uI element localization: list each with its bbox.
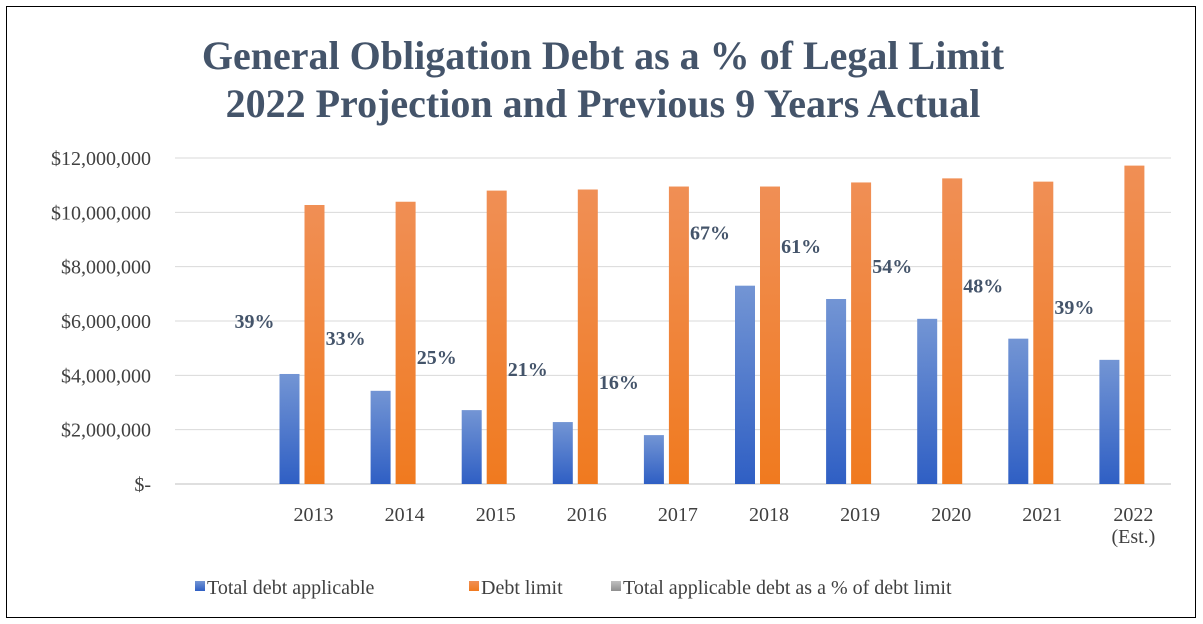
chart-frame: General Obligation Debt as a % of Legal …: [6, 6, 1196, 618]
debt-applicable-bar: [917, 318, 938, 484]
percent-label: 16%: [599, 372, 639, 394]
debt-limit-bar: [942, 178, 963, 484]
debt-limit-bar: [1033, 181, 1054, 484]
legend-label: Debt limit: [481, 577, 563, 599]
percent-label: 33%: [326, 328, 366, 350]
debt-limit-bar: [395, 201, 416, 484]
debt-applicable-bar: [461, 410, 482, 484]
legend-label: Total debt applicable: [207, 577, 375, 599]
x-tick-label: 2020: [931, 504, 971, 526]
y-tick-label: $-: [134, 474, 151, 496]
x-axis-ticks: 2013 2014 2015 2016 2017 2018 2019 2020 2021 2022…: [294, 504, 1156, 548]
debt-limit-bar: [1124, 165, 1145, 484]
debt-limit-bar: [668, 186, 689, 484]
y-tick-label: $4,000,000: [61, 365, 151, 387]
x-tick-label: 2021: [1022, 504, 1062, 526]
legend-label: Total applicable debt as a % of debt lim…: [623, 577, 952, 599]
y-tick-label: $12,000,000: [51, 148, 151, 170]
debt-limit-bar: [577, 189, 598, 484]
percent-labels: 39% 33% 25% 21% 16% 67% 61% 54% 48% 39%: [235, 223, 1095, 394]
x-tick-label: 2013: [294, 504, 334, 526]
percent-label: 39%: [235, 311, 275, 333]
debt-limit-bar: [851, 182, 872, 484]
debt-applicable-bar: [1008, 338, 1029, 484]
bars: [279, 165, 1145, 484]
x-tick-label: 2017: [658, 504, 698, 526]
y-tick-label: $10,000,000: [51, 202, 151, 224]
debt-limit-bar: [760, 186, 780, 484]
legend-swatch-debt-limit: [469, 581, 479, 591]
legend: Total debt applicable Debt limit Total app…: [195, 577, 952, 599]
debt-applicable-bar: [643, 435, 664, 484]
debt-applicable-bar: [826, 298, 847, 484]
percent-label: 25%: [417, 347, 457, 369]
legend-swatch-debt-applicable: [195, 581, 205, 591]
y-axis-ticks: $- $2,000,000 $4,000,000 $6,000,000 $8,000,0…: [51, 148, 151, 496]
debt-applicable-bar: [552, 422, 573, 484]
percent-label: 48%: [963, 276, 1003, 298]
legend-swatch-percent: [611, 581, 621, 591]
y-tick-label: $2,000,000: [61, 420, 151, 442]
chart-title: General Obligation Debt as a % of Legal …: [202, 33, 1005, 126]
debt-applicable-bar: [279, 373, 300, 484]
x-tick-label: 2019: [840, 504, 880, 526]
chart-title-line-2: 2022 Projection and Previous 9 Years Act…: [226, 81, 981, 126]
debt-applicable-bar: [735, 285, 755, 484]
percent-label: 67%: [690, 223, 730, 245]
percent-label: 21%: [508, 359, 548, 381]
y-tick-label: $6,000,000: [61, 311, 151, 333]
percent-label: 39%: [1054, 297, 1094, 319]
debt-chart: General Obligation Debt as a % of Legal …: [51, 33, 1171, 599]
debt-limit-bar: [304, 204, 325, 484]
x-tick-label: 2016: [567, 504, 607, 526]
x-tick-label: 2018: [749, 504, 789, 526]
percent-label: 54%: [872, 256, 912, 278]
x-tick-label: 2022: [1113, 504, 1153, 526]
percent-label: 61%: [781, 236, 821, 258]
debt-limit-bar: [486, 190, 507, 484]
chart-title-line-1: General Obligation Debt as a % of Legal …: [202, 33, 1005, 78]
x-tick-label: (Est.): [1111, 526, 1155, 548]
x-tick-label: 2014: [385, 504, 425, 526]
debt-applicable-bar: [1099, 359, 1120, 484]
debt-applicable-bar: [370, 390, 391, 484]
y-tick-label: $8,000,000: [61, 257, 151, 279]
x-tick-label: 2015: [476, 504, 516, 526]
